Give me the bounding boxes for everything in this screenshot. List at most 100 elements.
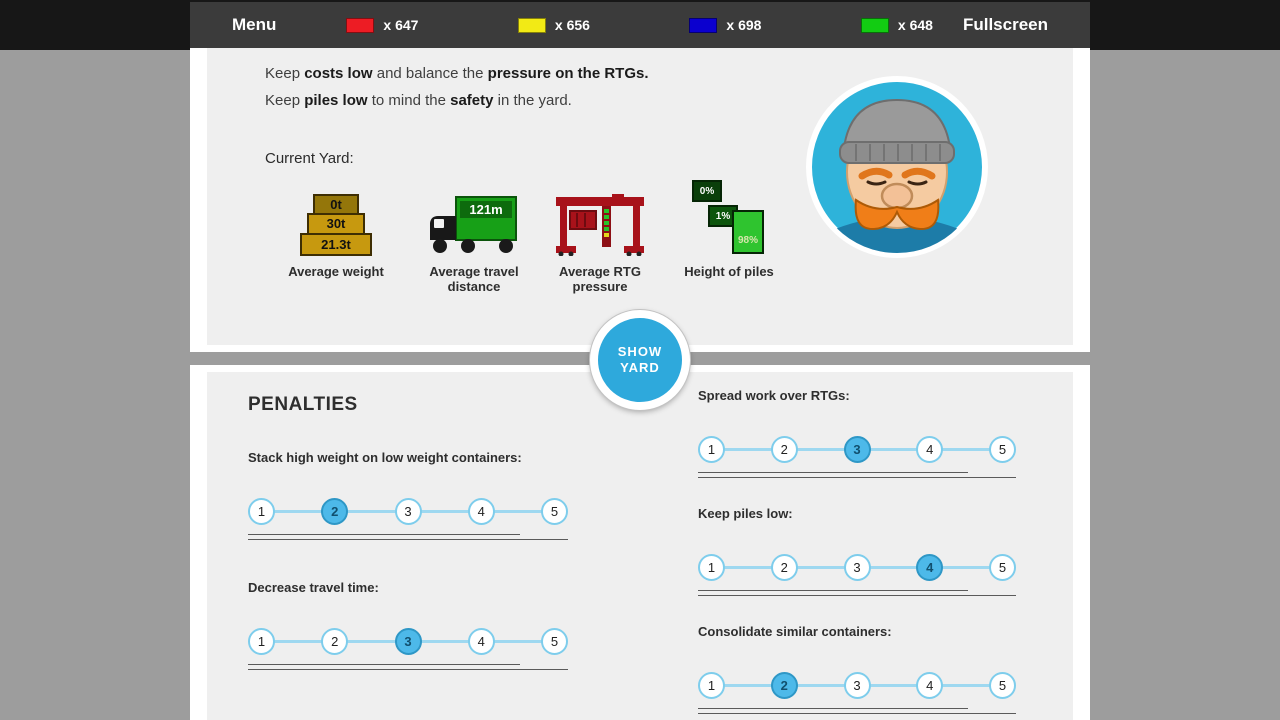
- show-yard-label-line1: SHOW: [617, 344, 663, 359]
- counter-red: x 647: [346, 17, 418, 33]
- penalty-label-travel-time: Decrease travel time:: [248, 580, 379, 595]
- slider-step-3[interactable]: 3: [394, 498, 422, 525]
- penalties-right-column: Spread work over RTGs: 1 2 3 4 5 Keep piles …: [698, 388, 1016, 720]
- slider-step-3[interactable]: 3: [843, 554, 871, 581]
- penalty-label-consolidate: Consolidate similar containers:: [698, 624, 892, 639]
- slider-step-2[interactable]: 2: [321, 498, 349, 525]
- pile-value-3: 98%: [732, 210, 764, 254]
- slider-step-1[interactable]: 1: [698, 672, 725, 699]
- yellow-container-swatch: [517, 17, 546, 33]
- pile-value-2: 1%: [708, 205, 738, 227]
- weight-value-middle: 30t: [307, 213, 365, 235]
- counter-red-count: x 647: [383, 17, 419, 33]
- penalty-group-consolidate: Consolidate similar containers: 1 2 3 4 5: [698, 624, 1016, 714]
- penalty-label-piles-low: Keep piles low:: [698, 506, 793, 521]
- slider-step-2[interactable]: 2: [770, 672, 798, 699]
- penalty-group-piles-low: Keep piles low: 1 2 3 4 5: [698, 506, 1016, 596]
- counter-yellow-count: x 656: [554, 17, 590, 33]
- stat-label-average-weight: Average weight: [288, 264, 384, 279]
- penalty-slider-spread-rtgs: 1 2 3 4 5: [698, 436, 1016, 463]
- slider-step-4[interactable]: 4: [916, 436, 944, 463]
- penalties-left-column: PENALTIES Stack high weight on low weigh…: [248, 388, 568, 720]
- slider-underline: [248, 534, 520, 535]
- current-yard-panel: Keep costs low and balance the pressure …: [207, 48, 1073, 345]
- penalty-slider-consolidate: 1 2 3 4 5: [698, 672, 1016, 699]
- counter-yellow: x 656: [517, 17, 590, 33]
- penalties-title: PENALTIES: [248, 394, 358, 415]
- slider-step-5[interactable]: 5: [989, 554, 1016, 581]
- weight-value-bottom: 21.3t: [300, 233, 372, 256]
- game-area: Keep costs low and balance the pressure …: [190, 0, 1090, 720]
- slider-step-5[interactable]: 5: [541, 498, 568, 525]
- slider-step-1[interactable]: 1: [248, 628, 275, 655]
- slider-underline: [698, 595, 1016, 596]
- svg-text:121m: 121m: [469, 202, 502, 217]
- slider-underline: [698, 708, 969, 709]
- penalty-group-spread-rtgs: Spread work over RTGs: 1 2 3 4 5: [698, 388, 1016, 478]
- stat-label-average-travel-distance: Average travel distance: [429, 264, 519, 294]
- stat-label-average-rtg-pressure: Average RTG pressure: [559, 264, 641, 294]
- show-yard-button[interactable]: SHOW YARD: [590, 310, 690, 410]
- slider-step-1[interactable]: 1: [698, 436, 725, 463]
- instruction-line-2: Keep piles low to mind the safety in the…: [265, 92, 572, 109]
- slider-step-1[interactable]: 1: [248, 498, 275, 525]
- slider-underline: [698, 713, 1016, 714]
- slider-step-1[interactable]: 1: [698, 554, 725, 581]
- slider-underline: [248, 669, 568, 670]
- penalty-group-stack-weight: Stack high weight on low weight containe…: [248, 450, 568, 540]
- penalty-label-stack-weight: Stack high weight on low weight containe…: [248, 450, 522, 465]
- slider-step-2[interactable]: 2: [770, 436, 798, 463]
- stat-average-weight: 0t 30t 21.3t Average weight: [261, 174, 411, 279]
- bottom-panel-frame: PENALTIES Stack high weight on low weigh…: [190, 365, 1090, 720]
- slider-underline: [698, 590, 969, 591]
- slider-step-3[interactable]: 3: [843, 672, 871, 699]
- blue-container-swatch: [689, 17, 718, 33]
- red-container-swatch: [346, 17, 375, 33]
- slider-step-4[interactable]: 4: [467, 628, 495, 655]
- slider-underline: [698, 472, 969, 473]
- slider-step-5[interactable]: 5: [989, 672, 1016, 699]
- instruction-line-1: Keep costs low and balance the pressure …: [265, 65, 649, 82]
- game-menu-bar: Menu x 647 x 656 x 698 x 648 Fullscreen: [190, 2, 1090, 48]
- counter-green-count: x 648: [897, 17, 933, 33]
- menu-button[interactable]: Menu: [232, 15, 277, 34]
- penalty-label-spread-rtgs: Spread work over RTGs:: [698, 388, 850, 403]
- container-counters: x 647 x 656 x 698 x 648: [346, 17, 933, 33]
- average-weight-icon: 0t 30t 21.3t: [300, 194, 372, 256]
- slider-step-5[interactable]: 5: [989, 436, 1016, 463]
- stat-label-height-of-piles: Height of piles: [684, 264, 774, 279]
- penalty-slider-stack-weight: 1 2 3 4 5: [248, 498, 568, 525]
- truck-icon: 121m: [430, 196, 517, 253]
- stat-height-of-piles: 0% 1% 98% Height of piles: [654, 174, 804, 279]
- counter-green: x 648: [860, 17, 933, 33]
- show-yard-label-line2: YARD: [620, 360, 660, 375]
- pile-value-1: 0%: [692, 180, 722, 202]
- instructions-text: Keep costs low and balance the pressure …: [265, 60, 649, 114]
- slider-step-4[interactable]: 4: [916, 554, 944, 581]
- stat-average-rtg-pressure: Average RTG pressure: [525, 174, 675, 294]
- weight-value-top: 0t: [313, 194, 359, 215]
- slider-step-4[interactable]: 4: [467, 498, 495, 525]
- green-container-swatch: [860, 17, 889, 33]
- counter-blue-count: x 698: [726, 17, 762, 33]
- fullscreen-button[interactable]: Fullscreen: [962, 15, 1048, 34]
- penalty-slider-piles-low: 1 2 3 4 5: [698, 554, 1016, 581]
- foreman-avatar-illustration: [806, 76, 988, 258]
- penalties-panel: PENALTIES Stack high weight on low weigh…: [207, 372, 1073, 720]
- top-bar: Menu x 647 x 656 x 698 x 648 Fullscreen: [0, 0, 1280, 50]
- stat-average-travel-distance: 121m Average travel distance: [399, 174, 549, 294]
- rtg-crane-icon: [556, 194, 644, 256]
- top-panel-frame: Keep costs low and balance the pressure …: [190, 48, 1090, 352]
- penalty-group-travel-time: Decrease travel time: 1 2 3 4 5: [248, 580, 568, 670]
- penalty-slider-travel-time: 1 2 3 4 5: [248, 628, 568, 655]
- current-yard-title: Current Yard:: [265, 150, 354, 167]
- slider-step-5[interactable]: 5: [541, 628, 568, 655]
- slider-step-3[interactable]: 3: [394, 628, 422, 655]
- piles-icon: 0% 1% 98%: [692, 178, 766, 256]
- slider-step-2[interactable]: 2: [770, 554, 798, 581]
- slider-step-4[interactable]: 4: [916, 672, 944, 699]
- slider-underline: [698, 477, 1016, 478]
- slider-step-3[interactable]: 3: [843, 436, 871, 463]
- slider-step-2[interactable]: 2: [321, 628, 349, 655]
- avatar: [804, 74, 990, 265]
